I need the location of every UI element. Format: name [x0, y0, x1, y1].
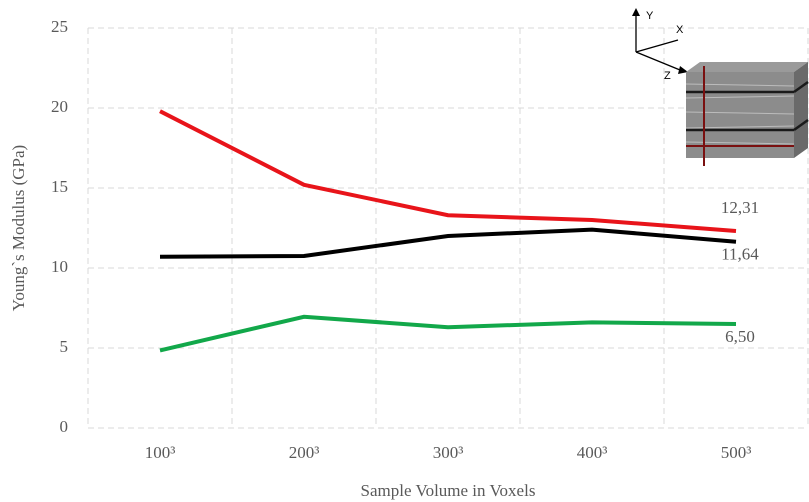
y-tick-label: 5: [60, 337, 69, 356]
y-tick-label: 25: [51, 17, 68, 36]
x-tick-label: 500³: [721, 443, 752, 462]
x-tick-label: 400³: [577, 443, 608, 462]
series-line: [159, 227, 737, 259]
data-label: 12,31: [721, 198, 759, 217]
inset-axis-label: X: [676, 24, 684, 36]
inset-image: Y X Z: [632, 8, 809, 166]
series-line: [159, 109, 737, 234]
inset-axis-label: Z: [664, 70, 671, 82]
x-axis-label: Sample Volume in Voxels: [361, 481, 536, 500]
inset-axis-label: Y: [646, 10, 654, 22]
y-axis-label: Young`s Modulus (GPa): [9, 145, 28, 311]
y-tick-label: 0: [60, 417, 69, 436]
data-label: 11,64: [721, 245, 759, 264]
x-tick-label: 100³: [145, 443, 176, 462]
x-tick-label: 200³: [289, 443, 320, 462]
y-tick-label: 10: [51, 257, 68, 276]
y-tick-label: 15: [51, 177, 68, 196]
y-tick-label: 20: [51, 97, 68, 116]
series-line: [159, 314, 737, 353]
data-label: 6,50: [725, 327, 755, 346]
x-tick-label: 300³: [433, 443, 464, 462]
